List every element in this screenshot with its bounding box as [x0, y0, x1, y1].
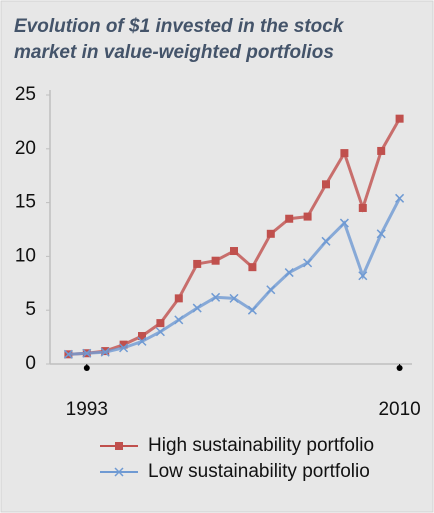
- marker: [322, 180, 330, 189]
- marker: [395, 114, 404, 123]
- marker: [137, 336, 147, 346]
- y-tick-label: 20: [15, 138, 36, 159]
- marker: [377, 146, 386, 155]
- marker: [100, 347, 110, 357]
- marker: [229, 293, 239, 303]
- marker: [266, 285, 276, 295]
- x-tick-dot: [396, 365, 403, 371]
- marker: [376, 229, 386, 239]
- marker: [358, 271, 368, 281]
- marker: [266, 229, 275, 238]
- marker: [230, 247, 238, 256]
- marker: [156, 319, 165, 328]
- marker: [211, 256, 220, 265]
- marker: [192, 303, 202, 313]
- marker: [340, 149, 349, 158]
- marker: [285, 214, 294, 223]
- legend-marker: [115, 442, 123, 450]
- marker: [174, 315, 184, 325]
- marker: [303, 212, 312, 221]
- legend-label: High sustainability portfolio: [148, 435, 374, 456]
- x-tick-dot: [83, 365, 90, 371]
- marker: [247, 305, 257, 315]
- marker: [248, 263, 257, 272]
- y-tick-label: 5: [25, 299, 36, 320]
- legend-label: Low sustainability portfolio: [148, 461, 370, 482]
- marker: [174, 294, 183, 303]
- marker: [82, 348, 92, 358]
- marker: [395, 193, 405, 203]
- y-tick-label: 25: [15, 84, 36, 105]
- marker: [358, 203, 367, 212]
- title-line: Evolution of $1 invested in the stock: [14, 16, 345, 37]
- title-line: market in value-weighted portfolios: [14, 42, 334, 63]
- y-tick-label: 15: [15, 192, 36, 213]
- marker: [63, 349, 73, 359]
- marker: [321, 236, 331, 246]
- marker: [339, 218, 349, 228]
- marker: [138, 332, 146, 341]
- marker: [284, 268, 294, 278]
- marker: [193, 259, 202, 268]
- marker: [119, 343, 129, 353]
- marker: [119, 340, 128, 349]
- x-tick-label: 2010: [378, 399, 420, 420]
- y-tick-label: 0: [25, 353, 36, 374]
- marker: [155, 327, 165, 337]
- y-tick-label: 10: [15, 245, 36, 266]
- marker: [303, 258, 313, 268]
- legend-marker: [114, 467, 124, 477]
- marker: [211, 292, 221, 302]
- x-tick-label: 1993: [66, 399, 108, 420]
- chart-title: Evolution of $1 invested in the stock mar…: [14, 16, 345, 63]
